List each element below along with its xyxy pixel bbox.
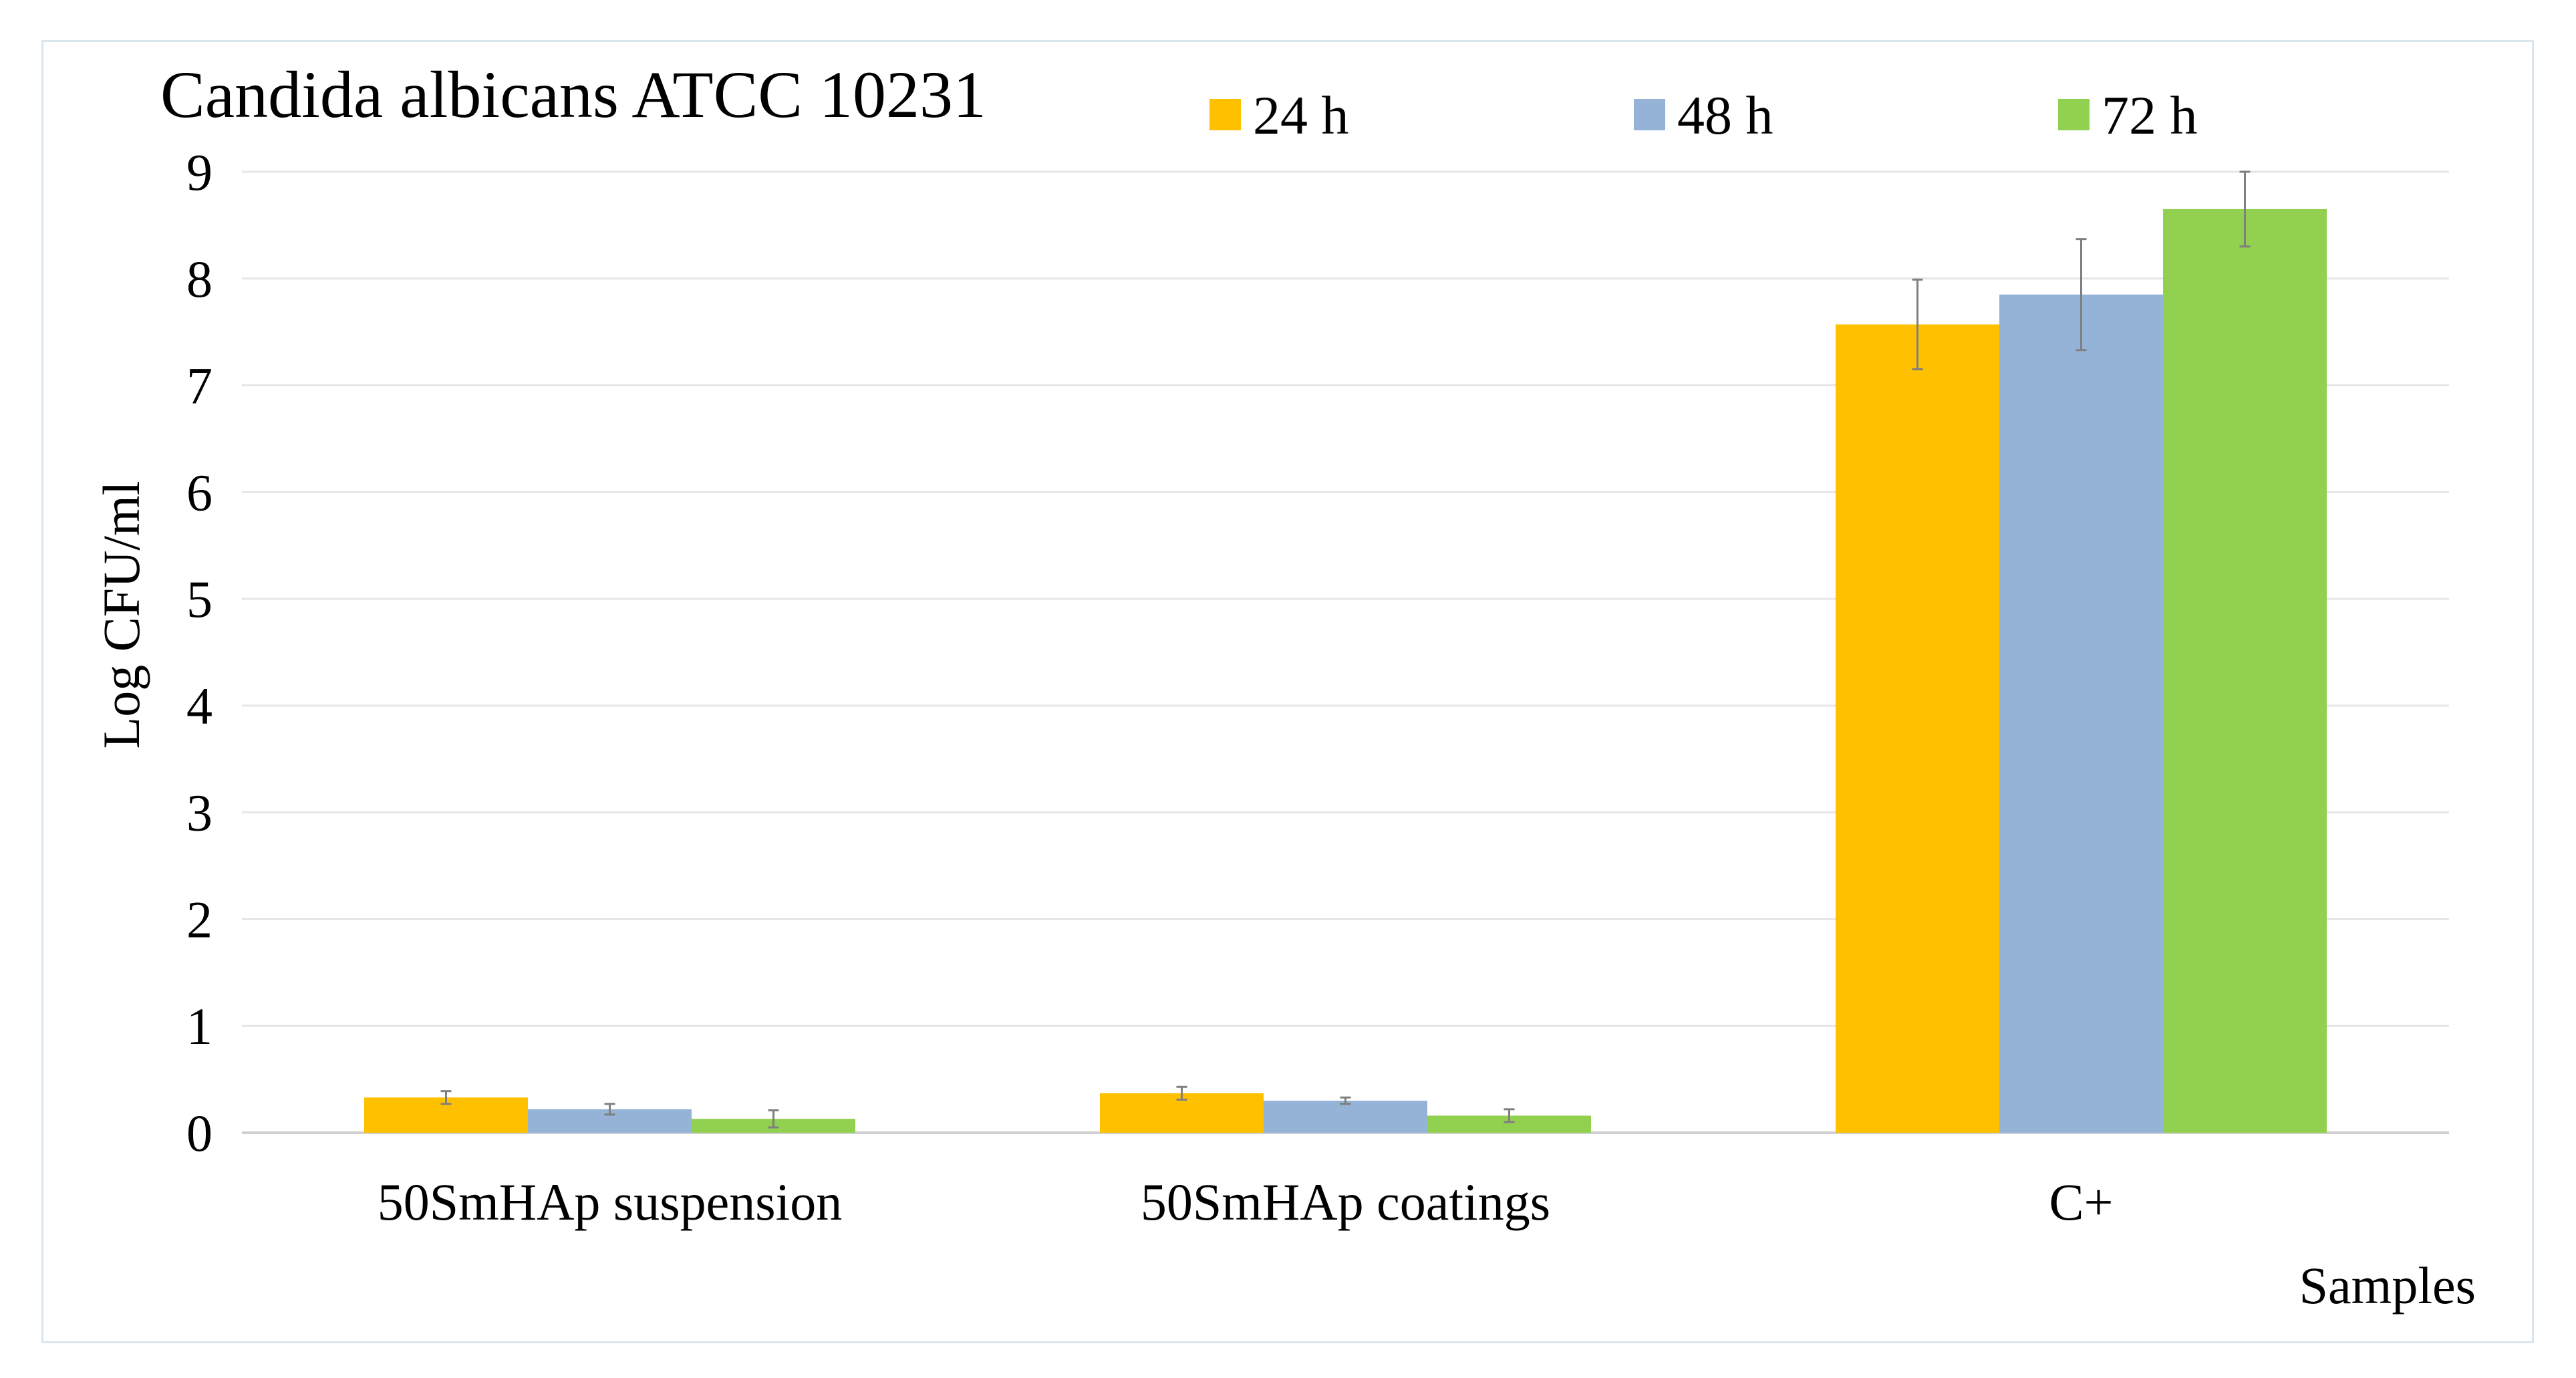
- legend-swatch-2: [2058, 99, 2090, 130]
- error-bar-2-2: [2239, 170, 2251, 248]
- error-bar-1-0: [1176, 1085, 1187, 1101]
- y-tick-label-4: 4: [186, 677, 212, 735]
- legend-swatch-0: [1209, 99, 1241, 130]
- y-tick-labels: 0 1 2 3 4 5 6 7 8 9: [186, 143, 212, 1162]
- y-tick-label-0: 0: [186, 1104, 212, 1162]
- y-axis-label: Log CFU/ml: [92, 481, 150, 749]
- error-bar-0-0: [440, 1090, 452, 1105]
- error-bar-0-2: [768, 1109, 779, 1129]
- y-tick-label-8: 8: [186, 250, 212, 308]
- legend-label-1: 48 h: [1677, 85, 1773, 146]
- y-tick-label-1: 1: [186, 997, 212, 1055]
- bar-2-0: [1836, 324, 1999, 1133]
- error-bar-2-0: [1912, 278, 1923, 371]
- error-bar-2-1: [2076, 238, 2087, 352]
- x-tick-label-2: C+: [2049, 1173, 2113, 1231]
- x-tick-labels: 50SmHAp suspension 50SmHAp coatings C+: [378, 1173, 2114, 1231]
- y-tick-label-9: 9: [186, 143, 212, 201]
- legend-swatch-1: [1634, 99, 1665, 130]
- chart-title: Candida albicans ATCC 10231: [160, 57, 986, 132]
- error-bar-1-1: [1340, 1096, 1351, 1105]
- error-bar-1-2: [1504, 1108, 1515, 1123]
- x-tick-label-0: 50SmHAp suspension: [378, 1173, 843, 1231]
- y-tick-label-2: 2: [186, 890, 212, 948]
- bar-1-1: [1264, 1101, 1427, 1133]
- error-bars: [440, 170, 2251, 1129]
- y-tick-label-5: 5: [186, 570, 212, 628]
- x-axis-label: Samples: [2299, 1256, 2476, 1315]
- bars: [364, 209, 2327, 1133]
- x-tick-label-1: 50SmHAp coatings: [1141, 1173, 1550, 1231]
- bar-2-1: [1999, 294, 2163, 1133]
- bar-2-2: [2163, 209, 2327, 1133]
- legend-label-0: 24 h: [1253, 85, 1349, 146]
- y-tick-label-6: 6: [186, 463, 212, 521]
- legend: 24 h 48 h 72 h: [1209, 85, 2198, 146]
- y-tick-label-3: 3: [186, 784, 212, 842]
- y-tick-label-7: 7: [186, 357, 212, 415]
- legend-label-2: 72 h: [2102, 85, 2198, 146]
- error-bar-0-1: [604, 1103, 615, 1116]
